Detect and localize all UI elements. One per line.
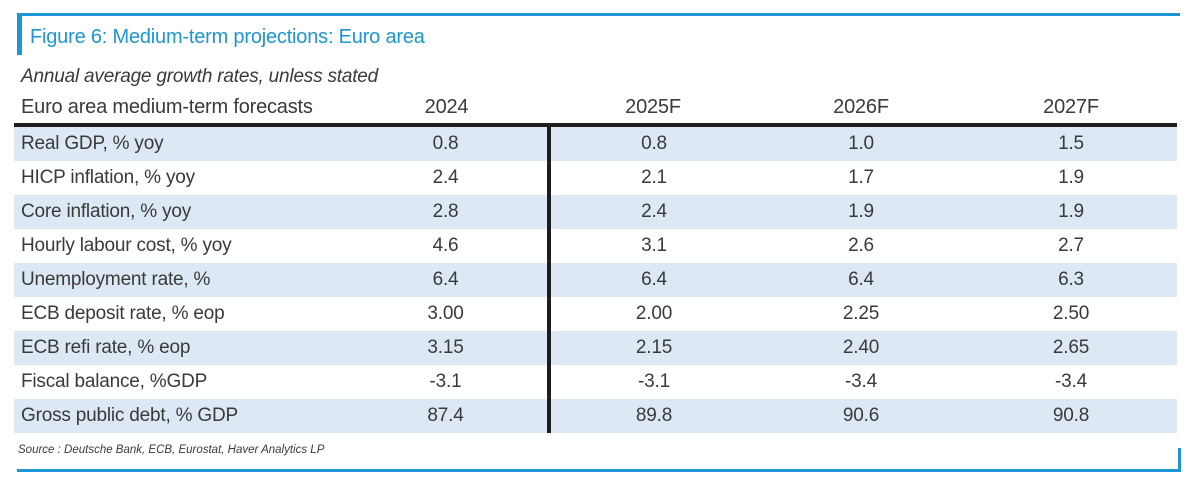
table-row: Unemployment rate, % 6.4 6.4 6.4 6.3 bbox=[14, 263, 1177, 297]
row-value: 1.7 bbox=[848, 167, 874, 188]
table-row: ECB deposit rate, % eop 3.00 2.00 2.25 2.50 bbox=[14, 297, 1177, 331]
row-value: 2.00 bbox=[547, 297, 757, 331]
row-value: 2.7 bbox=[1058, 235, 1084, 256]
row-label: Core inflation, % yoy bbox=[21, 201, 192, 222]
row-value: 0.8 bbox=[432, 133, 459, 154]
row-label: ECB refi rate, % eop bbox=[21, 337, 191, 358]
row-value: 2.40 bbox=[842, 337, 880, 358]
row-value: 2.1 bbox=[547, 161, 757, 195]
table-header-label: Euro area medium-term forecasts bbox=[14, 87, 344, 127]
row-value: 2.15 bbox=[547, 331, 757, 365]
row-label: Unemployment rate, % bbox=[21, 269, 211, 290]
table-row: ECB refi rate, % eop 3.15 2.15 2.40 2.65 bbox=[14, 331, 1177, 365]
row-value: 1.5 bbox=[1058, 133, 1084, 154]
source-note: Source : Deutsche Bank, ECB, Eurostat, H… bbox=[18, 444, 325, 456]
table-row: Gross public debt, % GDP 87.4 89.8 90.6 90.8 bbox=[14, 399, 1177, 433]
table-header-2026f: 2026F bbox=[757, 87, 965, 127]
row-value: 6.3 bbox=[1058, 269, 1084, 290]
frame-title-accent-bar bbox=[17, 13, 22, 55]
row-value: 2.25 bbox=[842, 303, 880, 324]
row-value: 3.00 bbox=[427, 303, 464, 324]
row-value: 2.4 bbox=[432, 167, 459, 188]
row-label: Fiscal balance, %GDP bbox=[21, 371, 208, 392]
row-value: 1.9 bbox=[1058, 201, 1084, 222]
row-value: 1.0 bbox=[848, 133, 874, 154]
row-value: 3.1 bbox=[547, 229, 757, 263]
row-value: 3.15 bbox=[427, 337, 464, 358]
table-header-2027f: 2027F bbox=[965, 87, 1177, 127]
row-label: Gross public debt, % GDP bbox=[21, 405, 238, 426]
row-value: 90.8 bbox=[1052, 405, 1090, 426]
frame-top-rule bbox=[17, 13, 1180, 16]
row-value: -3.1 bbox=[429, 371, 462, 392]
row-value: 2.4 bbox=[547, 195, 757, 229]
row-value: 2.50 bbox=[1052, 303, 1090, 324]
row-value: 87.4 bbox=[427, 405, 464, 426]
table-header-row: Euro area medium-term forecasts 2024 202… bbox=[14, 87, 1177, 127]
table-row: Real GDP, % yoy 0.8 0.8 1.0 1.5 bbox=[14, 125, 1177, 161]
row-value: 1.9 bbox=[1058, 167, 1084, 188]
row-value: 1.9 bbox=[848, 201, 874, 222]
row-value: 4.6 bbox=[432, 235, 459, 256]
table-row: Hourly labour cost, % yoy 4.6 3.1 2.6 2.7 bbox=[14, 229, 1177, 263]
frame-bottom-right-tick bbox=[1178, 448, 1181, 472]
row-value: 90.6 bbox=[842, 405, 880, 426]
row-value: 2.6 bbox=[848, 235, 874, 256]
table-header-2024: 2024 bbox=[344, 87, 549, 127]
row-value: 2.65 bbox=[1052, 337, 1090, 358]
row-label: HICP inflation, % yoy bbox=[21, 167, 195, 188]
row-value: 6.4 bbox=[547, 263, 757, 297]
row-label: ECB deposit rate, % eop bbox=[21, 303, 225, 324]
figure-subtitle: Annual average growth rates, unless stat… bbox=[21, 66, 379, 87]
row-value: -3.4 bbox=[845, 371, 877, 392]
row-value: 89.8 bbox=[547, 399, 757, 433]
table-header-2025f: 2025F bbox=[549, 87, 757, 127]
forecast-table: Euro area medium-term forecasts 2024 202… bbox=[14, 87, 1177, 433]
row-label: Hourly labour cost, % yoy bbox=[21, 235, 232, 256]
row-label: Real GDP, % yoy bbox=[21, 133, 164, 154]
row-value: -3.1 bbox=[547, 365, 757, 399]
table-row: HICP inflation, % yoy 2.4 2.1 1.7 1.9 bbox=[14, 161, 1177, 195]
frame-bottom-rule bbox=[17, 469, 1181, 472]
table-body: Real GDP, % yoy 0.8 0.8 1.0 1.5 HICP inflatio… bbox=[14, 125, 1177, 433]
row-value: -3.4 bbox=[1055, 371, 1087, 392]
row-value: 6.4 bbox=[848, 269, 874, 290]
row-value: 2.8 bbox=[432, 201, 459, 222]
table-row: Fiscal balance, %GDP -3.1 -3.1 -3.4 -3.4 bbox=[14, 365, 1177, 399]
figure-title: Figure 6: Medium-term projections: Euro … bbox=[30, 26, 425, 48]
row-value: 6.4 bbox=[432, 269, 459, 290]
row-value: 0.8 bbox=[547, 125, 757, 161]
table-row: Core inflation, % yoy 2.8 2.4 1.9 1.9 bbox=[14, 195, 1177, 229]
